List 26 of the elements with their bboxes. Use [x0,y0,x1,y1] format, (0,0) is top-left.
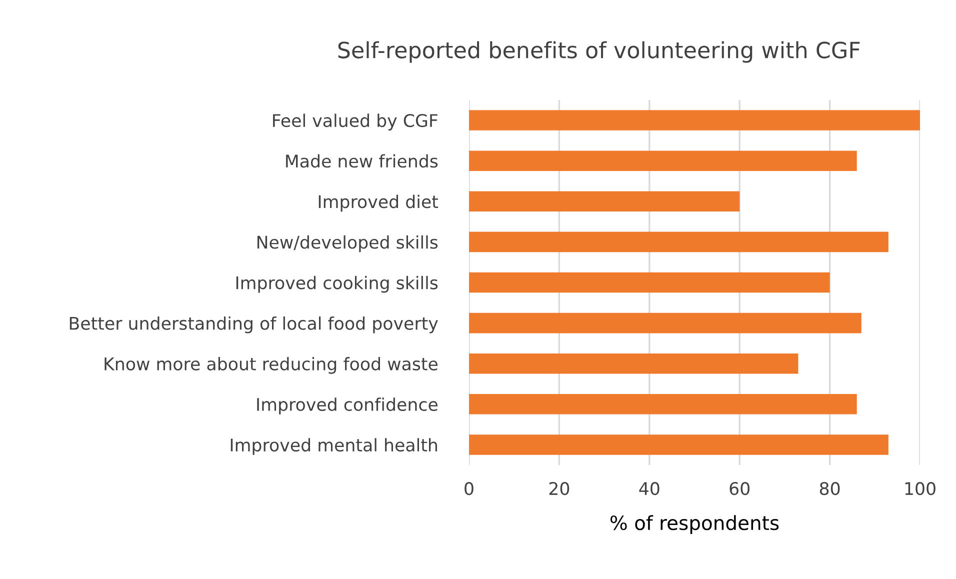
bar [469,312,862,334]
x-tick-label: 0 [464,482,474,496]
x-tick-label: 100 [905,482,936,496]
y-tick-label: Better understanding of local food poverty [70,316,438,334]
bar [469,110,920,130]
x-tick-label: 40 [639,482,660,496]
bar [469,150,857,171]
x-tick-label: 60 [730,482,750,496]
y-tick-label: Feel valued by CGF [273,114,438,130]
y-tick-label: Know more about reducing food waste [104,357,438,374]
y-tick-label: Improved cooking skills [236,276,438,293]
bar [469,232,888,252]
y-tick-label: Improved diet [318,194,438,212]
x-tick-label: 20 [549,482,570,496]
x-axis-title: % of respondents [610,515,779,534]
chart-title: Self-reported benefits of volunteering with CGF [338,41,860,63]
bar [469,434,888,455]
bar [469,272,830,293]
bar [469,353,798,374]
x-tick-label: 80 [820,482,840,496]
y-tick-label: Improved mental health [230,438,437,455]
bar [469,191,740,212]
y-tick-label: Made new friends [286,154,438,168]
y-tick-label: Improved confidence [257,398,438,414]
y-tick-label: New/developed skills [257,235,438,252]
bar [469,394,857,414]
